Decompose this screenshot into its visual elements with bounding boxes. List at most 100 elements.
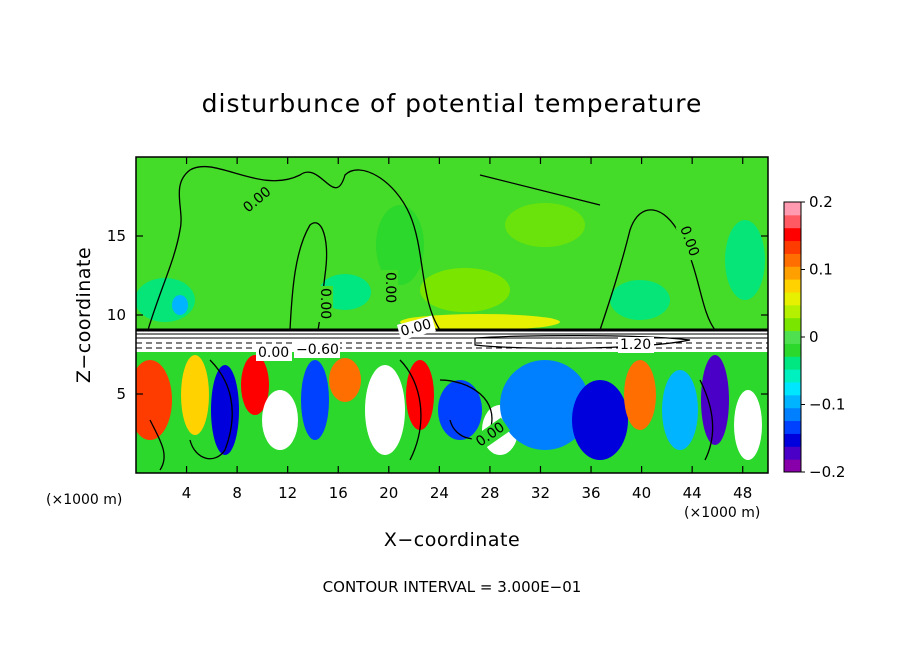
colorbar-swatch [784,369,801,383]
field-patch [181,355,209,435]
contour-interval-note: CONTOUR INTERVAL = 3.000E−01 [323,578,582,596]
colorbar-swatch [784,459,801,473]
colorbar-swatch [784,433,801,447]
field-patch [241,355,269,415]
field-patch [725,220,765,300]
colorbar-tick-label: 0 [809,328,819,346]
y-tick-label: 15 [107,227,126,245]
plot-area [136,157,768,473]
colorbar-ticks: 0.2 0.1 0 −0.1 −0.2 [801,193,845,481]
field-patch [211,365,239,455]
field-patch [572,380,628,460]
contour-line [189,359,233,460]
svg-text:0.00: 0.00 [399,316,433,340]
y-axis-label: Z−coordinate [73,247,95,383]
colorbar-tick-label: −0.1 [809,396,845,414]
svg-text:1.20: 1.20 [620,337,651,353]
colorbar-tick-label: 0.2 [809,193,833,211]
colorbar-swatch [784,266,801,280]
x-axis-unit-left: (×1000 m) [46,492,122,508]
contour-line [474,335,691,349]
field-patch [136,360,172,440]
x-tick-label: 4 [182,484,192,502]
contour-label: 0.00 [382,270,398,306]
field-patch [701,355,729,445]
field-patch [406,360,434,430]
field-patch [262,390,298,450]
x-tick-label: 36 [581,484,600,502]
contour-label: −0.60 [294,342,340,358]
field-patch [301,360,329,440]
colorbar-swatch [784,330,801,344]
x-axis-unit-right: (×1000 m) [684,505,760,521]
field-patch [329,358,361,402]
field-patch [500,360,590,450]
contour-label: 0.00 [396,315,436,341]
colorbar-swatch [784,420,801,434]
field-patch [505,203,585,247]
colorbar-swatch [784,292,801,306]
field-patch [400,314,560,330]
field-patch [734,390,762,460]
y-axis: 5 10 15 [107,227,768,403]
colorbar-swatch [784,202,801,216]
contour-lines [147,165,716,471]
x-tick-label: 28 [480,484,499,502]
x-axis-label: X−coordinate [384,529,520,551]
x-tick-label: 12 [278,484,297,502]
colorbar-swatch [784,394,801,409]
contour-label: 1.20 [618,337,654,353]
svg-text:0.00: 0.00 [382,272,398,303]
contour-line [599,209,716,331]
colorbar [784,202,801,473]
chart-title: disturbunce of potential temperature [202,89,703,118]
contour-label: 0.00 [317,286,333,322]
field-patch [662,370,698,450]
colorbar-swatch [784,227,801,242]
field-patch [438,380,482,440]
x-tick-label: 16 [329,484,348,502]
colorbar-swatch [784,304,801,319]
y-tick-label: 10 [107,306,126,324]
x-tick-label: 44 [683,484,702,502]
field-patch [365,365,405,455]
x-tick-label: 20 [379,484,398,502]
colorbar-swatch [784,279,801,293]
x-tick-label: 24 [430,484,449,502]
colorbar-swatch [784,446,801,460]
x-axis: 4 8 12 16 20 24 28 32 36 40 44 48 [182,157,752,502]
contour-line [479,174,601,206]
field-patch [420,268,510,312]
svg-text:0.00: 0.00 [317,288,333,319]
upper-field-patches [136,203,765,330]
contour-label: 0.00 [256,345,292,361]
y-tick-label: 5 [116,385,126,403]
colorbar-tick-label: 0.1 [809,261,833,279]
contour-line [147,165,441,331]
x-tick-label: 8 [232,484,242,502]
contour-line [149,419,165,471]
colorbar-swatch [784,356,801,370]
x-tick-label: 40 [632,484,651,502]
field-patch [624,360,656,430]
contour-line [399,359,422,461]
svg-text:−0.60: −0.60 [296,342,339,358]
colorbar-swatch [784,407,801,422]
inversion-band [136,330,768,352]
colorbar-swatch [784,214,801,229]
colorbar-swatch [784,240,801,254]
contour-band-lines [136,328,768,349]
colorbar-swatch [784,382,801,396]
contour-line [699,379,714,461]
field-patch [172,295,188,315]
colorbar-swatch [784,317,801,332]
x-tick-label: 32 [531,484,550,502]
field-patch [376,205,424,285]
field-patch [610,280,670,320]
x-tick-label: 48 [733,484,752,502]
svg-text:0.00: 0.00 [258,345,289,361]
colorbar-swatch [784,253,801,267]
colorbar-swatch [784,343,801,357]
colorbar-tick-label: −0.2 [809,463,845,481]
